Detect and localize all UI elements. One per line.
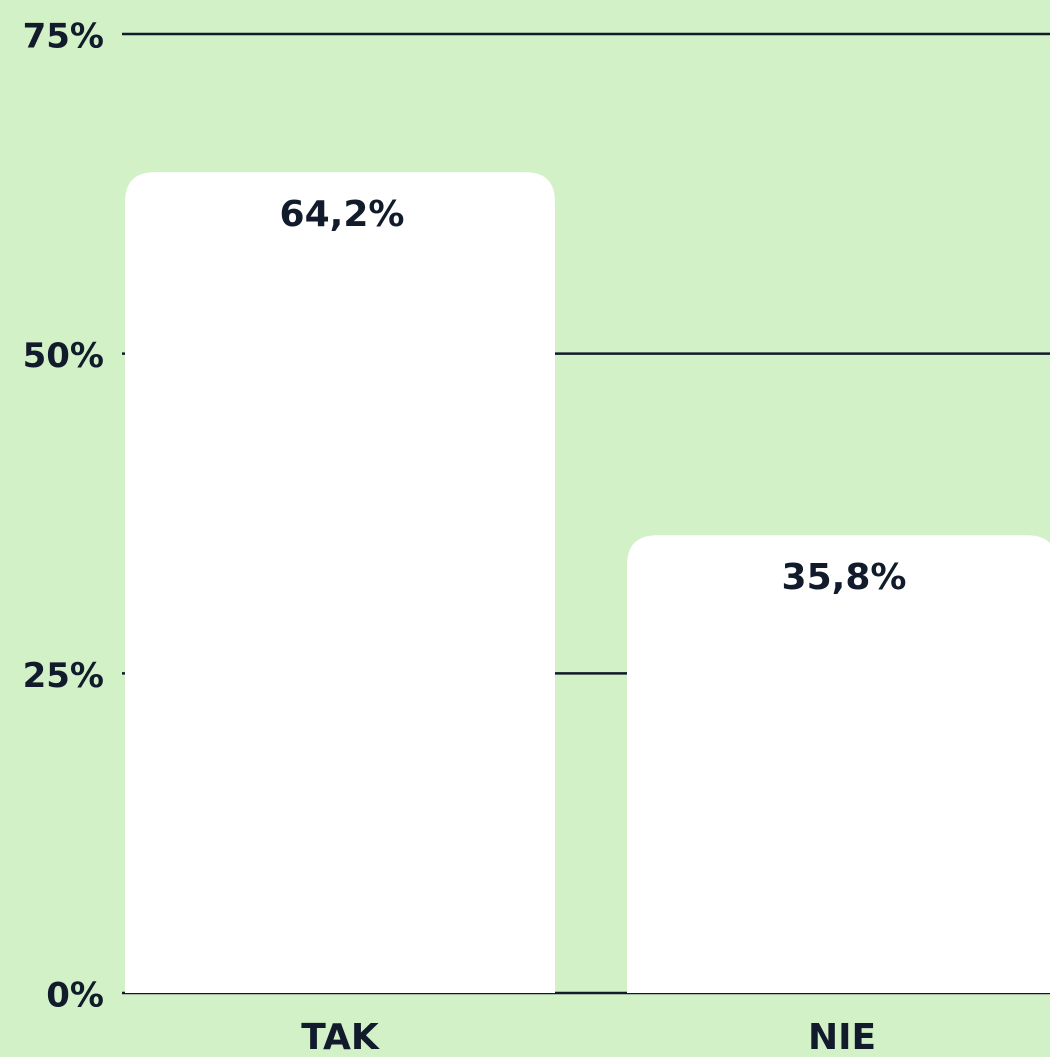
x-tick-label: NIE	[808, 1017, 876, 1057]
y-tick-label: 25%	[23, 656, 104, 696]
y-tick-label: 0%	[46, 976, 104, 1016]
value-label: 64,2%	[280, 194, 405, 235]
y-tick-label: 75%	[23, 17, 104, 57]
value-label: 35,8%	[782, 557, 907, 598]
x-tick-label: TAK	[301, 1017, 380, 1057]
bar	[125, 172, 555, 993]
y-tick-label: 50%	[23, 336, 104, 376]
bar	[627, 535, 1050, 993]
